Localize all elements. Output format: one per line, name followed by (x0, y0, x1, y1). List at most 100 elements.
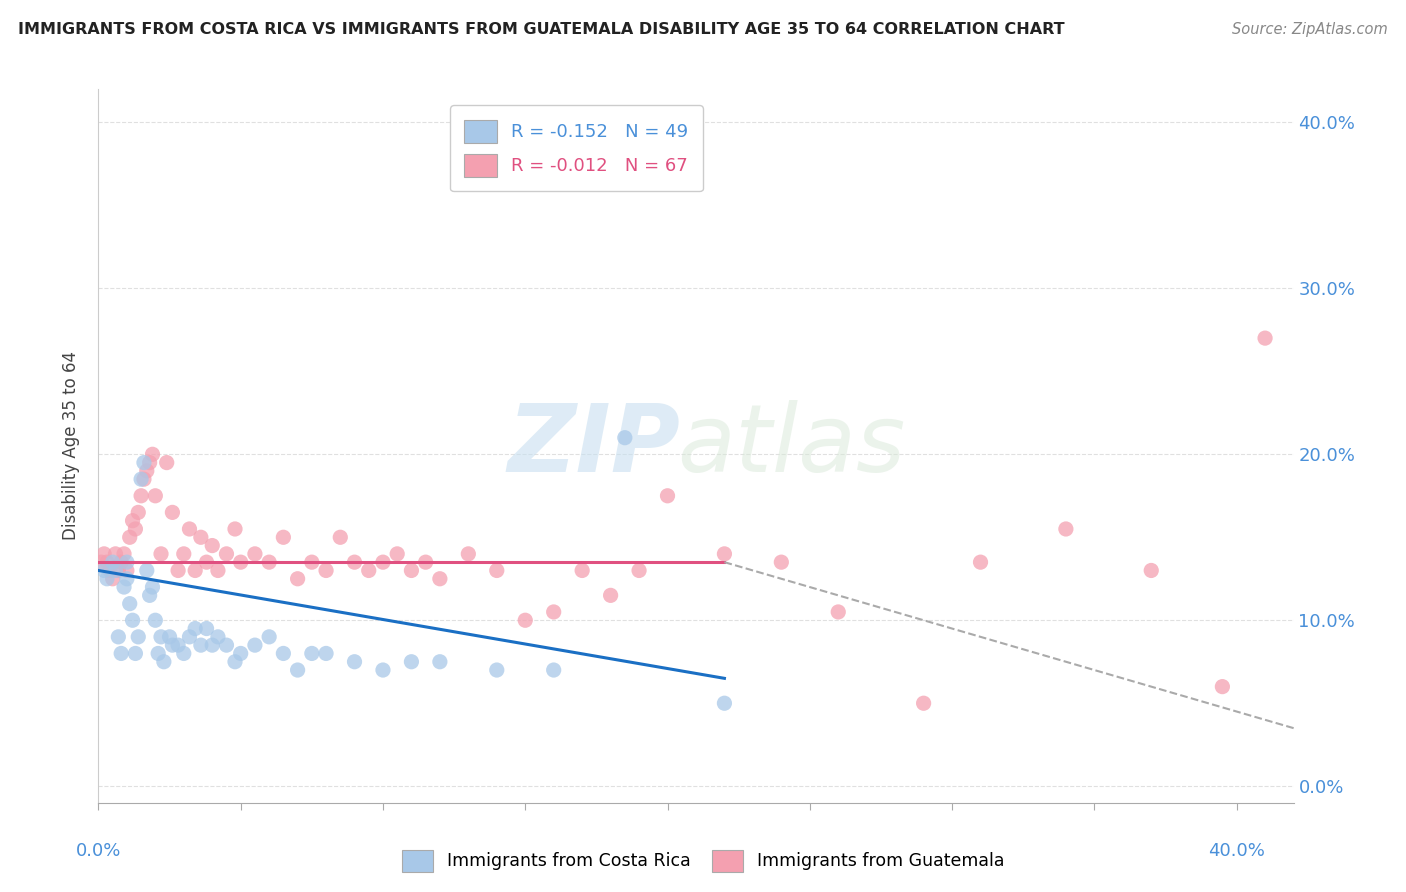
Point (98, 564, 121, 578)
Point (257, 630, 280, 644)
Point (107, 564, 129, 578)
Point (229, 555, 252, 569)
Point (96, 572, 118, 586)
Point (124, 522, 146, 536)
Point (138, 456, 160, 470)
Point (827, 605, 849, 619)
Point (257, 555, 280, 569)
Point (110, 555, 132, 569)
Point (207, 564, 229, 578)
Point (173, 647, 195, 661)
Point (1310, 555, 1333, 569)
Point (215, 638, 238, 652)
Point (401, 564, 423, 578)
Point (343, 555, 366, 569)
Point (628, 564, 651, 578)
Point (90, 555, 112, 569)
Legend: Immigrants from Costa Rica, Immigrants from Guatemala: Immigrants from Costa Rica, Immigrants f… (395, 843, 1011, 879)
Text: Source: ZipAtlas.com: Source: ZipAtlas.com (1232, 22, 1388, 37)
Point (135, 564, 157, 578)
Point (167, 638, 190, 652)
Point (1254, 331, 1277, 345)
Point (224, 522, 246, 536)
Point (93, 547, 115, 561)
Point (150, 547, 173, 561)
Point (301, 647, 323, 661)
Point (485, 663, 508, 677)
Y-axis label: Disability Age 35 to 64: Disability Age 35 to 64 (62, 351, 80, 541)
Point (141, 580, 163, 594)
Point (599, 588, 621, 602)
Point (141, 447, 163, 461)
Point (127, 505, 149, 519)
Point (101, 572, 124, 586)
Point (201, 638, 224, 652)
Point (115, 555, 138, 569)
Point (159, 630, 181, 644)
Point (104, 547, 127, 561)
Point (457, 547, 479, 561)
Point (713, 547, 735, 561)
Point (153, 655, 176, 669)
Point (429, 572, 451, 586)
Point (1140, 564, 1163, 578)
Point (156, 456, 179, 470)
Point (287, 663, 309, 677)
Point (143, 489, 166, 503)
Point (1211, 680, 1233, 694)
Point (315, 564, 337, 578)
Point (571, 564, 593, 578)
Point (132, 456, 155, 470)
Point (201, 539, 224, 553)
Point (93, 564, 115, 578)
Point (104, 564, 127, 578)
Point (371, 663, 394, 677)
Text: 40.0%: 40.0% (1208, 842, 1265, 860)
Point (150, 630, 173, 644)
Point (243, 547, 266, 561)
Point (329, 530, 352, 544)
Point (112, 547, 135, 561)
Point (173, 547, 195, 561)
Point (1368, 564, 1391, 578)
Legend: R = -0.152   N = 49, R = -0.012   N = 67: R = -0.152 N = 49, R = -0.012 N = 67 (450, 105, 703, 192)
Point (184, 564, 207, 578)
Point (429, 655, 451, 669)
Point (515, 613, 537, 627)
Point (485, 564, 508, 578)
Point (657, 489, 679, 503)
Point (127, 630, 149, 644)
Point (273, 530, 295, 544)
Point (132, 472, 155, 486)
Point (179, 522, 201, 536)
Point (162, 638, 184, 652)
Point (543, 605, 565, 619)
Point (112, 580, 135, 594)
Point (401, 655, 423, 669)
Point (184, 622, 207, 636)
Point (195, 555, 218, 569)
Point (179, 630, 201, 644)
Point (713, 696, 735, 710)
Text: IMMIGRANTS FROM COSTA RICA VS IMMIGRANTS FROM GUATEMALA DISABILITY AGE 35 TO 64 : IMMIGRANTS FROM COSTA RICA VS IMMIGRANTS… (18, 22, 1064, 37)
Point (273, 647, 295, 661)
Point (287, 572, 309, 586)
Point (118, 597, 141, 611)
Point (162, 505, 184, 519)
Point (129, 489, 152, 503)
Point (229, 647, 252, 661)
Point (243, 638, 266, 652)
Point (613, 431, 636, 445)
Point (96, 555, 118, 569)
Point (101, 555, 124, 569)
Point (357, 564, 380, 578)
Point (385, 547, 409, 561)
Text: ZIP: ZIP (508, 400, 681, 492)
Point (115, 572, 138, 586)
Point (107, 630, 129, 644)
Point (371, 555, 394, 569)
Point (343, 655, 366, 669)
Point (143, 613, 166, 627)
Point (135, 464, 157, 478)
Point (912, 696, 935, 710)
